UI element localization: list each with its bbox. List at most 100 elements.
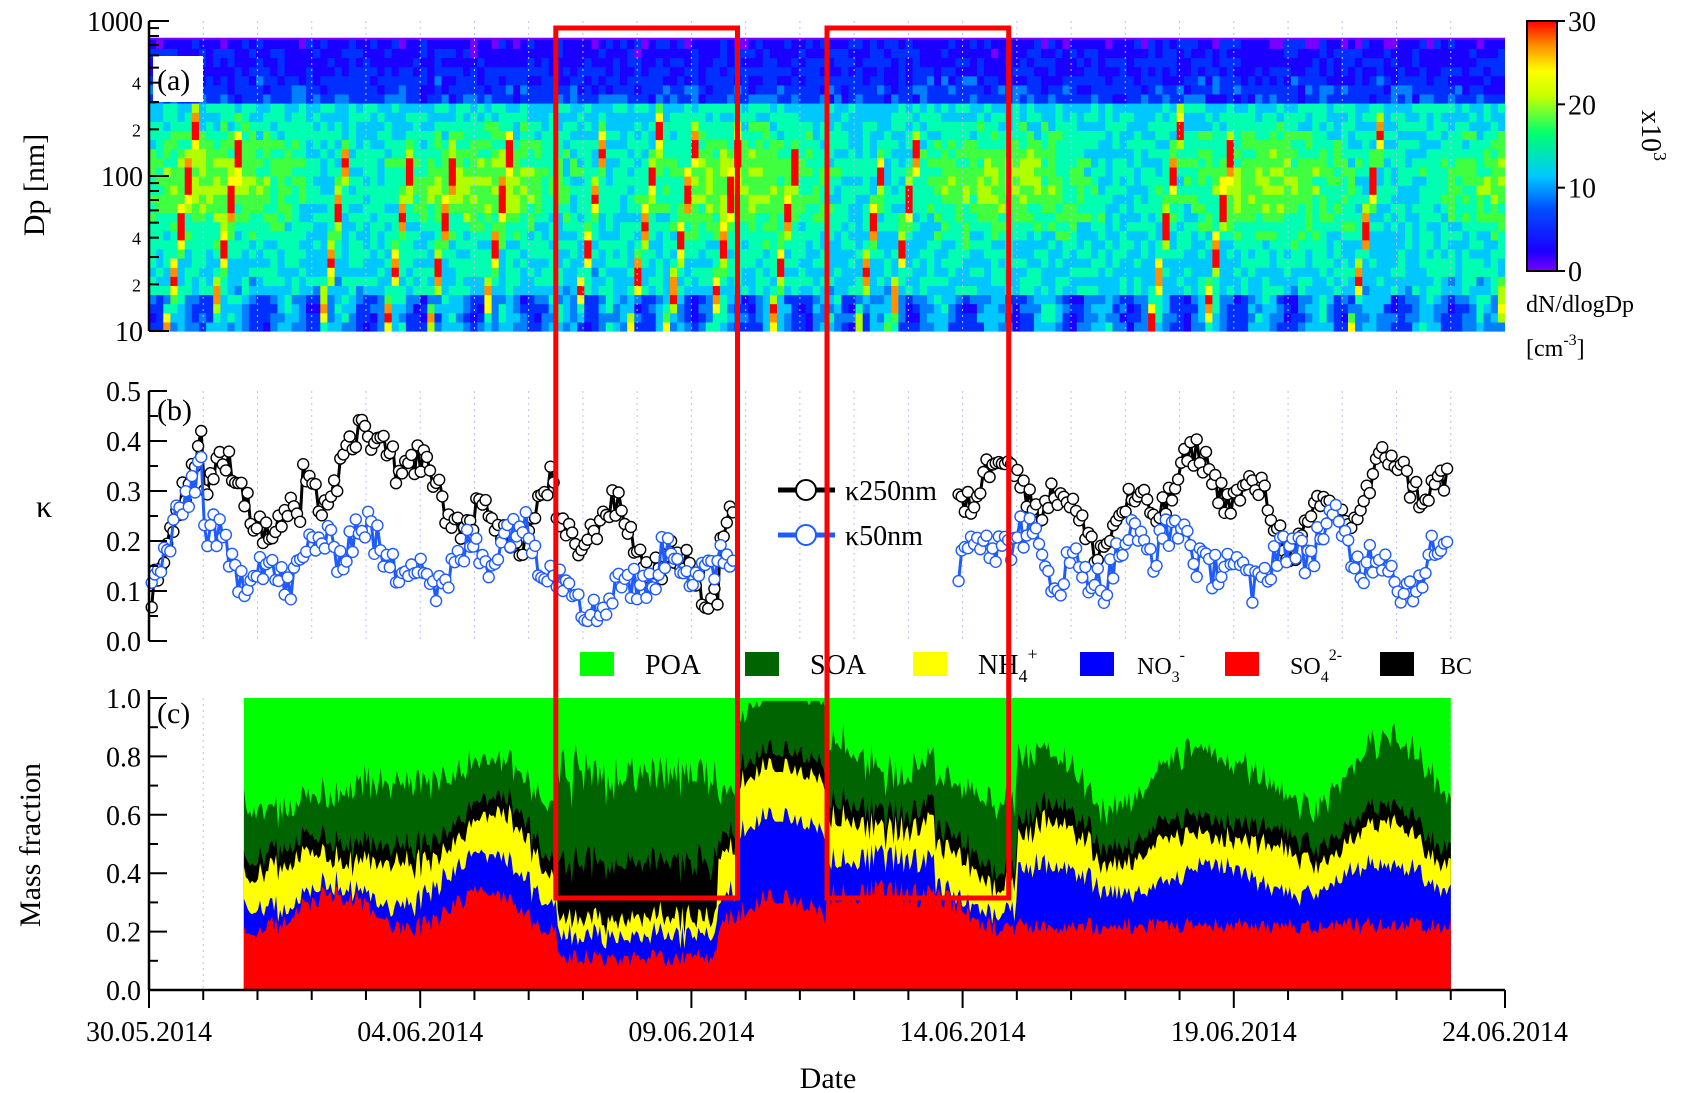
heatmap-cell <box>570 176 578 186</box>
heatmap-cell <box>748 130 757 141</box>
heatmap-cell <box>213 239 221 250</box>
heatmap-cell <box>884 312 892 323</box>
heatmap-cell <box>719 39 728 49</box>
heatmap-cell <box>270 66 278 77</box>
heatmap-cell <box>727 75 735 86</box>
heatmap-cell <box>891 93 899 104</box>
heatmap-cell <box>1162 66 1171 77</box>
heatmap-cell <box>627 221 635 232</box>
heatmap-cell <box>1034 75 1042 86</box>
heatmap-cell <box>877 267 885 277</box>
heatmap-cell <box>877 212 885 223</box>
heatmap-cell <box>905 148 914 159</box>
heatmap-cell <box>1076 66 1085 77</box>
heatmap-cell <box>1048 139 1056 150</box>
heatmap-cell <box>998 84 1006 95</box>
heatmap-cell <box>1176 121 1185 131</box>
heatmap-cell <box>391 321 400 332</box>
heatmap-cell <box>905 84 914 95</box>
heatmap-cell <box>213 48 221 59</box>
heatmap-cell <box>562 321 571 332</box>
heatmap-cell <box>391 221 400 232</box>
heatmap-cell <box>648 39 657 49</box>
heatmap-cell <box>855 139 864 150</box>
heatmap-cell <box>855 112 864 122</box>
heatmap-cell <box>1012 267 1021 277</box>
heatmap-cell <box>206 139 214 150</box>
heatmap-cell <box>256 185 264 195</box>
heatmap-cell <box>634 130 642 141</box>
heatmap-cell <box>1026 93 1035 104</box>
heatmap-cell <box>612 121 621 131</box>
heatmap-cell <box>605 303 614 314</box>
heatmap-cell <box>1055 84 1064 95</box>
heatmap-cell <box>491 176 500 186</box>
heatmap-cell <box>670 276 678 286</box>
heatmap-cell <box>1112 267 1121 277</box>
heatmap-cell <box>698 84 707 95</box>
heatmap-cell <box>620 185 628 195</box>
heatmap-cell <box>1133 148 1142 159</box>
heatmap-cell <box>191 176 200 186</box>
heatmap-cell <box>1162 303 1171 314</box>
heatmap-cell <box>1112 48 1121 59</box>
heatmap-cell <box>298 176 307 186</box>
heatmap-cell <box>1105 139 1113 150</box>
heatmap-cell <box>562 37 571 40</box>
heatmap-cell <box>1098 121 1106 131</box>
heatmap-cell <box>163 103 171 113</box>
heatmap-cell <box>877 248 885 259</box>
heatmap-cell <box>163 276 171 286</box>
heatmap-cell <box>470 321 478 332</box>
heatmap-cell <box>719 75 728 86</box>
heatmap-cell <box>1026 285 1035 296</box>
heatmap-cell <box>1148 39 1156 49</box>
heatmap-cell <box>298 93 307 104</box>
heatmap-cell <box>862 75 871 86</box>
heatmap-cell <box>919 75 928 86</box>
heatmap-cell <box>277 267 286 277</box>
heatmap-cell <box>584 148 592 159</box>
heatmap-cell <box>1162 185 1171 195</box>
heatmap-cell <box>377 176 386 186</box>
heatmap-cell <box>1105 267 1113 277</box>
heatmap-cell <box>370 48 378 59</box>
heatmap-cell <box>991 258 999 268</box>
heatmap-cell <box>555 194 564 204</box>
heatmap-cell <box>1133 221 1142 232</box>
heatmap-cell <box>648 321 657 332</box>
heatmap-cell <box>348 239 357 250</box>
heatmap-cell <box>206 248 214 259</box>
heatmap-cell <box>912 185 921 195</box>
heatmap-cell <box>284 103 293 113</box>
heatmap-cell <box>677 139 685 150</box>
heatmap-cell <box>712 267 721 277</box>
heatmap-cell <box>1098 258 1106 268</box>
heatmap-cell <box>1169 157 1178 168</box>
heatmap-cell <box>163 157 171 168</box>
heatmap-cell <box>505 276 514 286</box>
heatmap-cell <box>1034 321 1042 332</box>
heatmap-cell <box>220 303 229 314</box>
heatmap-cell <box>334 194 343 204</box>
heatmap-cell <box>1055 93 1064 104</box>
heatmap-cell <box>941 294 949 305</box>
heatmap-cell <box>912 112 921 122</box>
heatmap-cell <box>577 285 585 296</box>
heatmap-cell <box>327 93 336 104</box>
heatmap-cell <box>691 112 700 122</box>
heatmap-cell <box>191 48 200 59</box>
heatmap-cell <box>727 39 735 49</box>
heatmap-cell <box>869 185 878 195</box>
heatmap-cell <box>392 21 400 31</box>
heatmap-cell <box>670 130 678 141</box>
heatmap-cell <box>926 103 935 113</box>
heatmap-cell <box>320 148 328 159</box>
heatmap-cell <box>1191 321 1199 332</box>
heatmap-cell <box>1126 121 1135 131</box>
heatmap-cell <box>1062 294 1071 305</box>
heatmap-cell <box>505 203 514 214</box>
heatmap-cell <box>769 230 778 241</box>
heatmap-cell <box>1148 285 1156 296</box>
heatmap-cell <box>163 312 171 323</box>
